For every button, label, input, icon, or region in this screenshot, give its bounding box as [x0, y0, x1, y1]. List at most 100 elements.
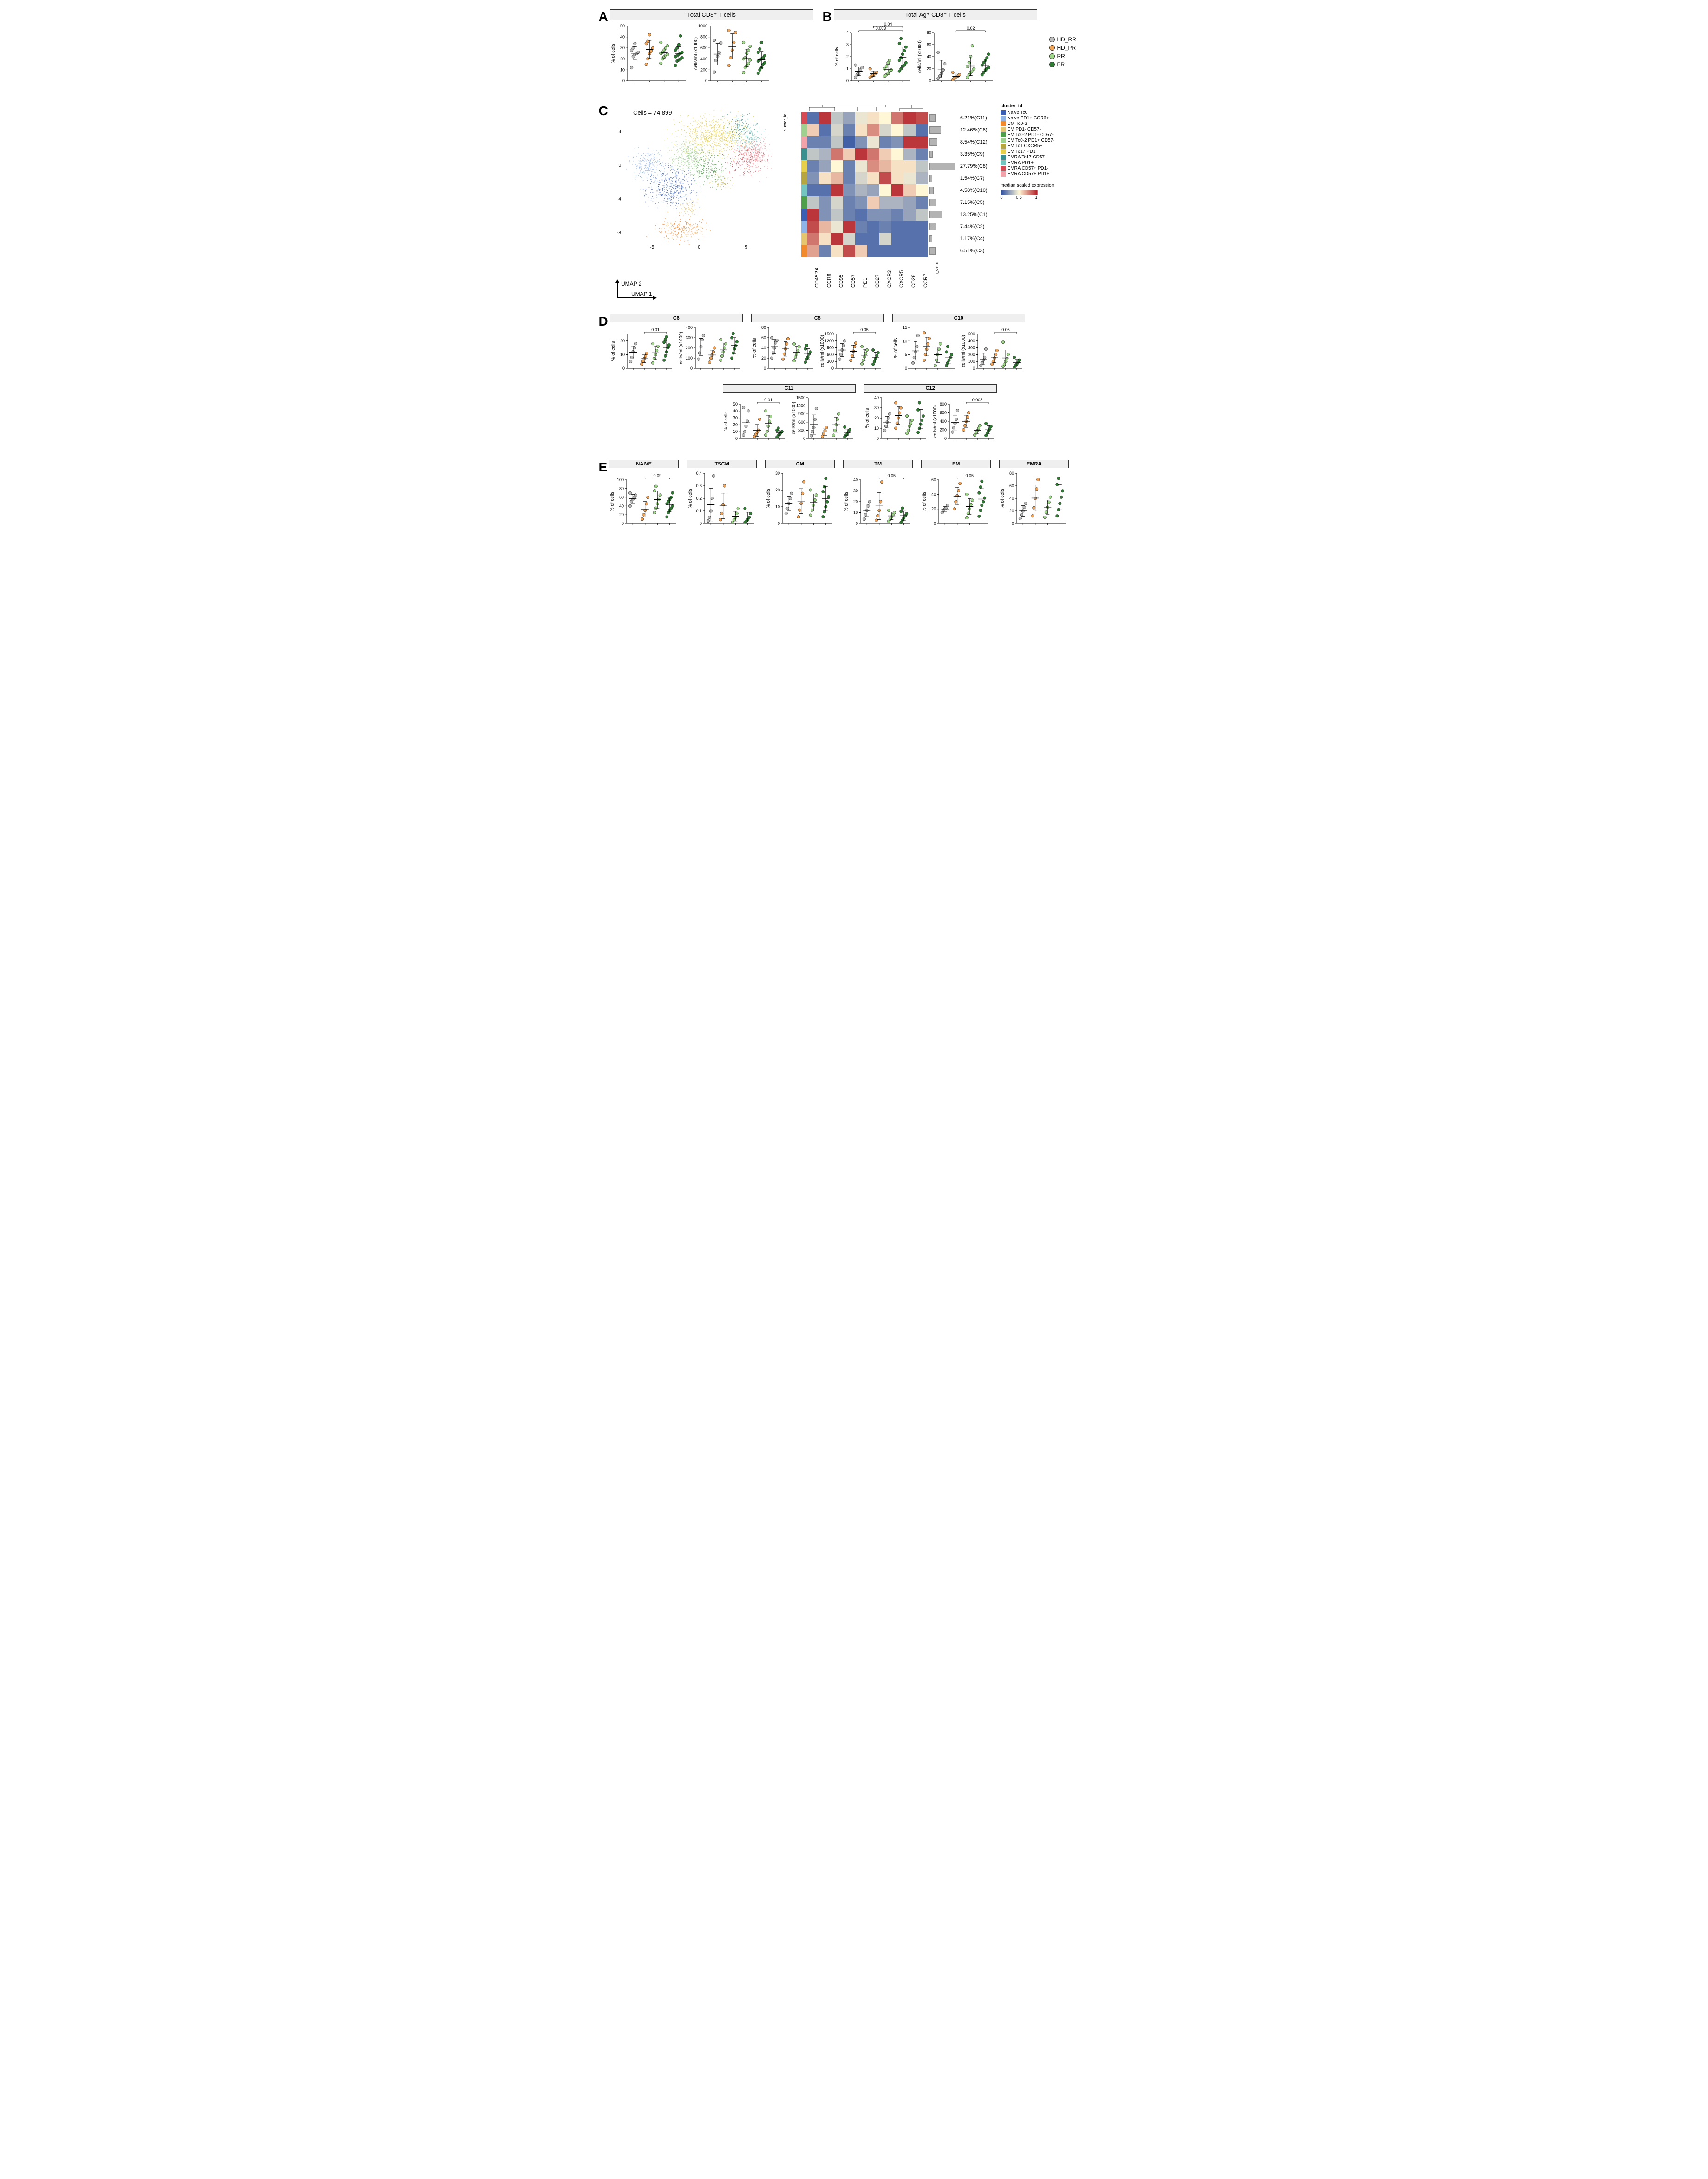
dot-chart: 01020% of cells0.01 [610, 324, 675, 380]
heatmap-cell [867, 160, 879, 172]
svg-text:% of cells: % of cells [1000, 489, 1005, 509]
dot-chart: 010203040% of cells0.05 [843, 470, 913, 535]
svg-text:40: 40 [853, 478, 858, 482]
heatmap-cell [903, 245, 916, 257]
svg-text:0.05: 0.05 [888, 473, 896, 478]
heatmap-cell [879, 209, 891, 221]
svg-text:0: 0 [778, 521, 780, 526]
svg-text:40: 40 [874, 395, 879, 400]
heatmap-cell [843, 160, 855, 172]
panel-b: B Total Ag⁺ CD8⁺ T cells 01234% of cells… [823, 9, 1037, 94]
heatmap-cell [916, 112, 928, 124]
svg-text:300: 300 [686, 335, 693, 340]
panel-e-subpanel: TM010203040% of cells0.05 [843, 460, 913, 537]
svg-text:20: 20 [874, 416, 879, 420]
heatmap-cell [879, 184, 891, 196]
heatmap-cell [879, 112, 891, 124]
svg-text:500: 500 [968, 332, 975, 336]
svg-text:200: 200 [940, 428, 947, 432]
svg-text:20: 20 [620, 339, 625, 343]
panel-b-charts: 01234% of cells0.0030.04020406080cells/m… [834, 22, 1037, 94]
panel-a: A Total CD8⁺ T cells 01020304050% of cel… [599, 9, 813, 94]
svg-text:50: 50 [620, 24, 625, 28]
svg-text:10: 10 [853, 510, 858, 515]
heatmap-cell [916, 221, 928, 233]
heatmap-row-label: 7.44%(C2) [955, 221, 988, 233]
svg-text:200: 200 [686, 346, 693, 350]
svg-text:600: 600 [940, 411, 947, 415]
sm-title: CM [765, 460, 835, 468]
svg-text:15: 15 [903, 325, 907, 330]
ncells-bar [929, 233, 955, 245]
svg-text:-5: -5 [650, 245, 654, 250]
umap-axis-arrows: UMAP 2 UMAP 1 [613, 279, 1110, 305]
svg-text:cells/ml (x1000): cells/ml (x1000) [917, 40, 923, 73]
heatmap-cell [903, 172, 916, 184]
svg-text:600: 600 [798, 420, 805, 425]
svg-text:600: 600 [700, 46, 707, 50]
heatmap-cell [807, 245, 819, 257]
cluster-color-cell [801, 221, 807, 233]
cluster-color-cell [801, 172, 807, 184]
heatmap-cell [855, 209, 867, 221]
chart: 02004006008001000cells/ml (x1000) [693, 22, 772, 94]
svg-text:% of cells: % of cells [893, 338, 898, 358]
heatmap-cell [879, 124, 891, 136]
svg-text:cells/ml (x1000): cells/ml (x1000) [792, 402, 797, 434]
heatmap-cell [879, 136, 891, 148]
heatmap-cell [819, 112, 831, 124]
heatmap-cell [916, 136, 928, 148]
heatmap-cell [867, 112, 879, 124]
svg-text:-4: -4 [617, 196, 621, 202]
cluster-legend-item: Naive Tc0 [1001, 110, 1055, 115]
expression-legend: median scaled expression 00.51 [1001, 183, 1055, 200]
svg-text:40: 40 [927, 54, 931, 59]
svg-text:400: 400 [686, 325, 693, 330]
cluster-color-cell [801, 136, 807, 148]
heatmap-cell [879, 196, 891, 209]
svg-text:400: 400 [940, 419, 947, 424]
svg-text:60: 60 [761, 335, 766, 340]
svg-text:1200: 1200 [825, 339, 834, 343]
heatmap-cell [807, 209, 819, 221]
svg-text:0: 0 [934, 521, 936, 526]
panel-e-label: E [599, 460, 608, 475]
svg-text:40: 40 [931, 492, 936, 497]
heatmap-grid [807, 112, 928, 257]
cluster-id-header: cluster_id [783, 113, 787, 131]
cluster-color-cell [801, 196, 807, 209]
svg-text:3: 3 [846, 42, 849, 47]
heatmap-row-label: 12.46%(C6) [955, 124, 988, 136]
heatmap-cell [819, 148, 831, 160]
heatmap-cell [916, 160, 928, 172]
heatmap-cell [831, 209, 843, 221]
heatmap-cell [855, 196, 867, 209]
sm-title: C8 [751, 314, 884, 322]
heatmap-cluster-colors [801, 112, 807, 257]
panel-d-row1: C601020% of cells0.010100200300400cells/… [610, 314, 1110, 380]
cluster-color-cell [801, 233, 807, 245]
cluster-legend-item: EMRA CD57+ PD1+ [1001, 171, 1055, 177]
svg-text:0: 0 [846, 79, 849, 83]
panel-e-subpanel: TSCM00.10.20.30.4% of cells [687, 460, 757, 537]
ncells-bar [929, 184, 955, 196]
svg-text:20: 20 [853, 499, 858, 504]
svg-text:0: 0 [622, 79, 625, 83]
dot-chart: 020406080cells/ml (x1000)0.02 [916, 22, 995, 92]
group-legend: HD_RRHD_PRRRPR [1049, 9, 1076, 94]
svg-text:10: 10 [903, 339, 907, 343]
heatmap-cell [879, 245, 891, 257]
legend-item: PR [1049, 61, 1076, 68]
cluster-legend-item: EM Tc0-2 PD1+ CD57- [1001, 138, 1055, 143]
svg-text:0: 0 [700, 521, 702, 526]
sm-title: C6 [610, 314, 743, 322]
heatmap-cell [867, 172, 879, 184]
dot-chart: 00.10.20.30.4% of cells [687, 470, 757, 535]
heatmap-row-labels: 6.21%(C11)12.46%(C6)8.54%(C12)3.35%(C9)2… [955, 112, 988, 257]
svg-text:60: 60 [1009, 484, 1014, 488]
heatmap-cell [891, 221, 903, 233]
cluster-color-cell [801, 245, 807, 257]
svg-text:10: 10 [733, 429, 738, 434]
ncells-bar [929, 172, 955, 184]
sm-title: EM [921, 460, 991, 468]
